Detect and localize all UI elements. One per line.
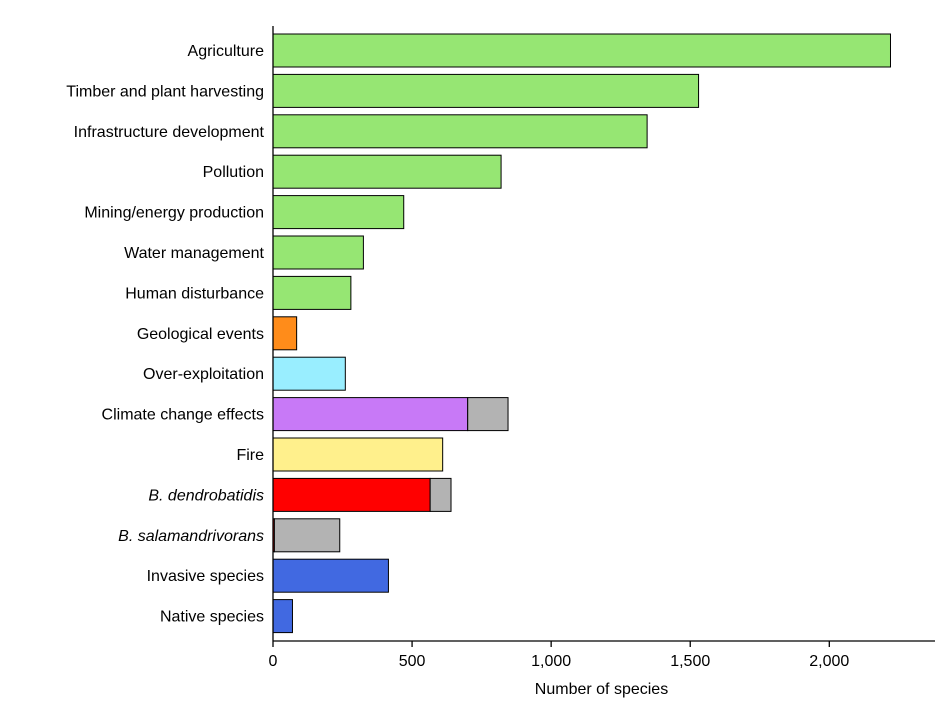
- bar-3-segment-0: [272, 154, 502, 189]
- bar-12-segment-1: [273, 518, 341, 553]
- x-tick-label: 500: [399, 653, 426, 670]
- bar-14-segment-0: [272, 599, 293, 634]
- category-label: Pollution: [203, 164, 264, 181]
- category-label: Agriculture: [188, 43, 265, 60]
- category-label: Over-exploitation: [143, 366, 264, 383]
- bar-5-segment-0: [272, 235, 364, 270]
- x-axis-title: Number of species: [535, 681, 668, 698]
- bar-9-segment-0: [272, 397, 469, 432]
- bar-0-segment-0: [272, 33, 891, 68]
- bar-4-segment-0: [272, 195, 405, 230]
- bar-6-segment-0: [272, 275, 352, 310]
- category-label: Native species: [160, 609, 264, 626]
- bar-11-segment-1: [429, 477, 452, 512]
- x-ticks: 0 500 1,000 1,500 2,000: [269, 641, 849, 670]
- category-label: Fire: [236, 447, 264, 464]
- bar-8-segment-0: [272, 356, 346, 391]
- bar-11-segment-0: [272, 477, 431, 512]
- bar-9-segment-1: [467, 397, 509, 432]
- x-tick-label: 2,000: [809, 653, 849, 670]
- x-tick-label: 1,000: [531, 653, 571, 670]
- bar-10-segment-0: [272, 437, 444, 472]
- category-label: Infrastructure development: [74, 124, 265, 141]
- x-tick-label: 0: [269, 653, 278, 670]
- category-label: Geological events: [137, 326, 264, 343]
- category-label: B. dendrobatidis: [148, 487, 264, 504]
- bar-7-segment-0: [272, 316, 298, 351]
- category-labels: Agriculture Timber and plant harvesting In…: [66, 43, 264, 626]
- bar-13-segment-0: [272, 558, 389, 593]
- category-label: B. salamandrivorans: [118, 528, 264, 545]
- category-label: Mining/energy production: [84, 205, 264, 222]
- category-label: Timber and plant harvesting: [66, 83, 264, 100]
- bar-2-segment-0: [272, 114, 648, 149]
- bars-group: [272, 33, 891, 634]
- category-label: Human disturbance: [125, 285, 264, 302]
- bar-1-segment-0: [272, 73, 700, 108]
- category-label: Invasive species: [147, 568, 264, 585]
- x-tick-label: 1,500: [670, 653, 710, 670]
- category-label: Climate change effects: [102, 407, 264, 424]
- category-label: Water management: [124, 245, 264, 262]
